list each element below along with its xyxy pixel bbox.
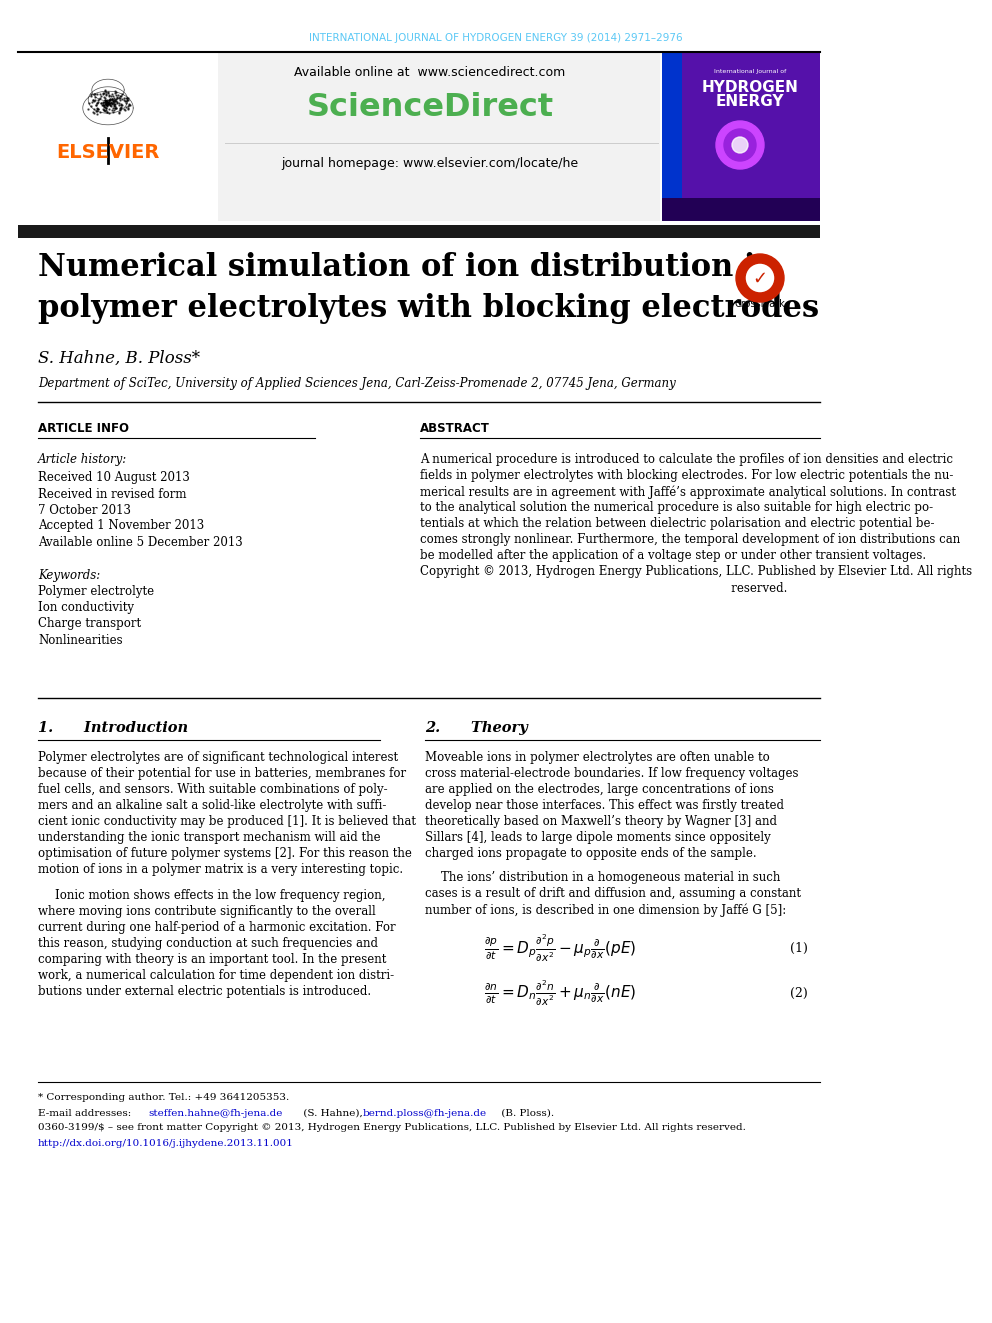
- Bar: [18, 53, 660, 221]
- Text: fuel cells, and sensors. With suitable combinations of poly-: fuel cells, and sensors. With suitable c…: [38, 783, 388, 796]
- Text: cases is a result of drift and diffusion and, assuming a constant: cases is a result of drift and diffusion…: [425, 888, 801, 901]
- Text: HYDROGEN: HYDROGEN: [701, 79, 799, 94]
- Text: comparing with theory is an important tool. In the present: comparing with theory is an important to…: [38, 953, 386, 966]
- Text: be modelled after the application of a voltage step or under other transient vol: be modelled after the application of a v…: [420, 549, 927, 562]
- Text: Nonlinearities: Nonlinearities: [38, 634, 123, 647]
- Text: optimisation of future polymer systems [2]. For this reason the: optimisation of future polymer systems […: [38, 848, 412, 860]
- Text: journal homepage: www.elsevier.com/locate/he: journal homepage: www.elsevier.com/locat…: [282, 156, 578, 169]
- Text: (2): (2): [791, 987, 808, 999]
- Text: A numerical procedure is introduced to calculate the profiles of ion densities a: A numerical procedure is introduced to c…: [420, 454, 953, 467]
- Text: charged ions propagate to opposite ends of the sample.: charged ions propagate to opposite ends …: [425, 848, 757, 860]
- Text: current during one half-period of a harmonic excitation. For: current during one half-period of a harm…: [38, 921, 396, 934]
- Text: Ion conductivity: Ion conductivity: [38, 602, 134, 614]
- Text: Numerical simulation of ion distribution in: Numerical simulation of ion distribution…: [38, 253, 778, 283]
- Text: work, a numerical calculation for time dependent ion distri-: work, a numerical calculation for time d…: [38, 968, 394, 982]
- Bar: [662, 53, 682, 221]
- Text: Received 10 August 2013: Received 10 August 2013: [38, 471, 189, 484]
- Circle shape: [736, 254, 784, 302]
- Text: Copyright © 2013, Hydrogen Energy Publications, LLC. Published by Elsevier Ltd. : Copyright © 2013, Hydrogen Energy Public…: [420, 565, 972, 578]
- Text: where moving ions contribute significantly to the overall: where moving ions contribute significant…: [38, 905, 376, 917]
- Text: reserved.: reserved.: [420, 582, 788, 594]
- Text: Charge transport: Charge transport: [38, 618, 141, 631]
- Text: http://dx.doi.org/10.1016/j.ijhydene.2013.11.001: http://dx.doi.org/10.1016/j.ijhydene.201…: [38, 1139, 294, 1147]
- Text: Department of SciTec, University of Applied Sciences Jena, Carl-Zeiss-Promenade : Department of SciTec, University of Appl…: [38, 377, 676, 390]
- Text: develop near those interfaces. This effect was firstly treated: develop near those interfaces. This effe…: [425, 799, 784, 812]
- Text: 2.      Theory: 2. Theory: [425, 721, 528, 736]
- Text: are applied on the electrodes, large concentrations of ions: are applied on the electrodes, large con…: [425, 783, 774, 796]
- Text: Available online at  www.sciencedirect.com: Available online at www.sciencedirect.co…: [295, 66, 565, 79]
- Text: ELSEVIER: ELSEVIER: [57, 143, 160, 161]
- Text: Ionic motion shows effects in the low frequency region,: Ionic motion shows effects in the low fr…: [55, 889, 386, 901]
- Text: $\frac{\partial n}{\partial t} = D_n\frac{\partial^2 n}{\partial x^2} + \mu_n\fr: $\frac{\partial n}{\partial t} = D_n\fra…: [484, 978, 636, 1008]
- Text: fields in polymer electrolytes with blocking electrodes. For low electric potent: fields in polymer electrolytes with bloc…: [420, 470, 953, 483]
- Text: 7 October 2013: 7 October 2013: [38, 504, 131, 516]
- Text: cross material-electrode boundaries. If low frequency voltages: cross material-electrode boundaries. If …: [425, 767, 799, 781]
- Circle shape: [732, 138, 748, 153]
- Text: merical results are in agreement with Jaffé’s approximate analytical solutions. : merical results are in agreement with Ja…: [420, 486, 956, 499]
- Text: Accepted 1 November 2013: Accepted 1 November 2013: [38, 520, 204, 532]
- Bar: [18, 53, 218, 221]
- Text: understanding the ionic transport mechanism will aid the: understanding the ionic transport mechan…: [38, 831, 381, 844]
- Text: butions under external electric potentials is introduced.: butions under external electric potentia…: [38, 984, 371, 998]
- Text: Polymer electrolyte: Polymer electrolyte: [38, 586, 154, 598]
- Bar: [662, 53, 820, 221]
- Text: number of ions, is described in one dimension by Jaffé G [5]:: number of ions, is described in one dime…: [425, 904, 787, 917]
- Bar: [18, 225, 820, 238]
- Text: cient ionic conductivity may be produced [1]. It is believed that: cient ionic conductivity may be produced…: [38, 815, 416, 828]
- Text: * Corresponding author. Tel.: +49 3641205353.: * Corresponding author. Tel.: +49 364120…: [38, 1094, 290, 1102]
- Circle shape: [724, 130, 756, 161]
- Text: polymer electrolytes with blocking electrodes: polymer electrolytes with blocking elect…: [38, 292, 819, 324]
- Text: INTERNATIONAL JOURNAL OF HYDROGEN ENERGY 39 (2014) 2971–2976: INTERNATIONAL JOURNAL OF HYDROGEN ENERGY…: [310, 33, 682, 44]
- Text: to the analytical solution the numerical procedure is also suitable for high ele: to the analytical solution the numerical…: [420, 501, 933, 515]
- Text: steffen.hahne@fh-jena.de: steffen.hahne@fh-jena.de: [148, 1109, 283, 1118]
- Text: CrossMark: CrossMark: [735, 299, 786, 310]
- Text: motion of ions in a polymer matrix is a very interesting topic.: motion of ions in a polymer matrix is a …: [38, 864, 403, 877]
- Text: Sillars [4], leads to large dipole moments since oppositely: Sillars [4], leads to large dipole momen…: [425, 831, 771, 844]
- Text: International Journal of: International Journal of: [714, 70, 786, 74]
- Text: tentials at which the relation between dielectric polarisation and electric pote: tentials at which the relation between d…: [420, 517, 934, 531]
- Text: (S. Hahne),: (S. Hahne),: [300, 1109, 366, 1118]
- Text: Moveable ions in polymer electrolytes are often unable to: Moveable ions in polymer electrolytes ar…: [425, 751, 770, 765]
- Text: ✓: ✓: [753, 270, 768, 288]
- Text: ENERGY: ENERGY: [716, 94, 785, 110]
- Bar: [662, 198, 820, 221]
- Text: The ions’ distribution in a homogeneous material in such: The ions’ distribution in a homogeneous …: [441, 872, 781, 885]
- Text: Article history:: Article history:: [38, 454, 127, 467]
- Text: (1): (1): [790, 942, 808, 954]
- Text: ScienceDirect: ScienceDirect: [307, 93, 554, 123]
- Text: Available online 5 December 2013: Available online 5 December 2013: [38, 536, 243, 549]
- Text: Polymer electrolytes are of significant technological interest: Polymer electrolytes are of significant …: [38, 751, 398, 765]
- Text: comes strongly nonlinear. Furthermore, the temporal development of ion distribut: comes strongly nonlinear. Furthermore, t…: [420, 533, 960, 546]
- Text: (B. Ploss).: (B. Ploss).: [498, 1109, 555, 1118]
- Circle shape: [716, 120, 764, 169]
- Text: theoretically based on Maxwell’s theory by Wagner [3] and: theoretically based on Maxwell’s theory …: [425, 815, 777, 828]
- Text: this reason, studying conduction at such frequencies and: this reason, studying conduction at such…: [38, 937, 378, 950]
- Text: bernd.ploss@fh-jena.de: bernd.ploss@fh-jena.de: [363, 1109, 487, 1118]
- Text: 0360-3199/$ – see front matter Copyright © 2013, Hydrogen Energy Publications, L: 0360-3199/$ – see front matter Copyright…: [38, 1123, 746, 1132]
- Text: E-mail addresses:: E-mail addresses:: [38, 1109, 135, 1118]
- Text: $\frac{\partial p}{\partial t} = D_p\frac{\partial^2 p}{\partial x^2} - \mu_p\fr: $\frac{\partial p}{\partial t} = D_p\fra…: [484, 933, 636, 963]
- Text: ABSTRACT: ABSTRACT: [420, 422, 490, 434]
- Text: S. Hahne, B. Ploss*: S. Hahne, B. Ploss*: [38, 349, 200, 366]
- Circle shape: [744, 262, 776, 294]
- Text: because of their potential for use in batteries, membranes for: because of their potential for use in ba…: [38, 767, 406, 781]
- Text: mers and an alkaline salt a solid-like electrolyte with suffi-: mers and an alkaline salt a solid-like e…: [38, 799, 386, 812]
- Text: ARTICLE INFO: ARTICLE INFO: [38, 422, 129, 434]
- Text: Keywords:: Keywords:: [38, 569, 100, 582]
- Text: 1.      Introduction: 1. Introduction: [38, 721, 188, 736]
- Text: Received in revised form: Received in revised form: [38, 487, 186, 500]
